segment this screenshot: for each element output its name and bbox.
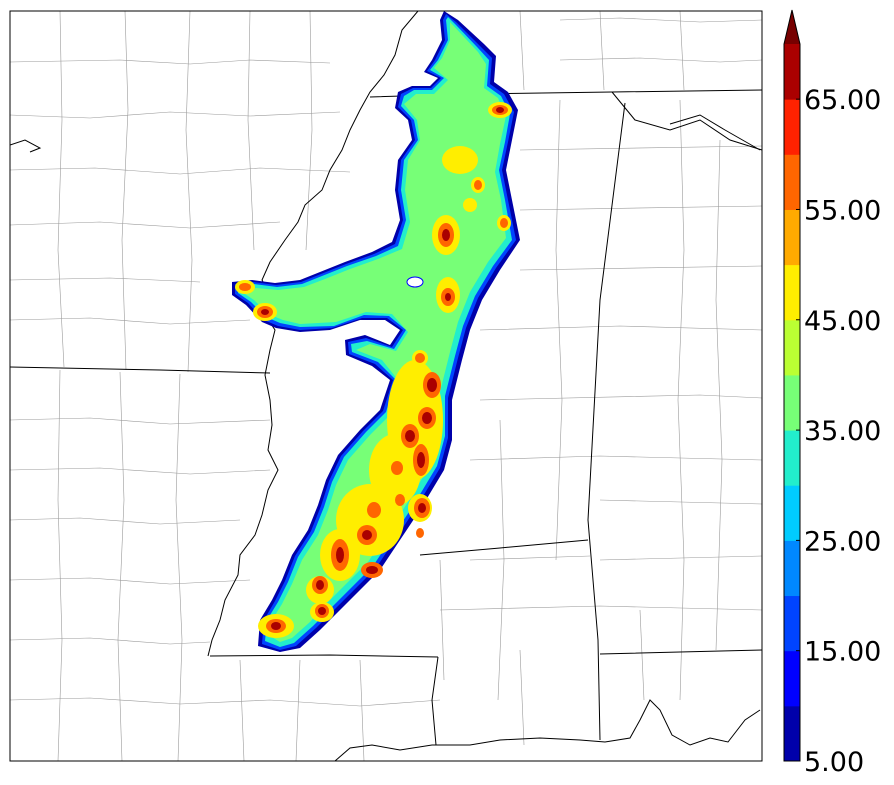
colorbar-extend-arrow — [784, 10, 800, 44]
colorbar-segment — [784, 430, 800, 486]
colorbar-tick-label: 65.00 — [804, 85, 881, 116]
reflectivity-field — [232, 11, 520, 652]
colorbar-segment — [784, 99, 800, 155]
state-borders — [10, 89, 762, 746]
colorbar-segment — [784, 595, 800, 652]
colorbar-segment — [784, 209, 800, 266]
contour-35dbz — [242, 22, 506, 642]
colorbar-segment — [784, 540, 800, 597]
colorbar-segment — [784, 650, 800, 707]
map-background — [10, 11, 762, 761]
colorbar-segment — [784, 485, 800, 541]
colorbar-tick-label: 15.00 — [804, 637, 881, 668]
colorbar-segment — [784, 319, 800, 376]
colorbar-tick-label: 35.00 — [804, 416, 881, 447]
colorbar-segment — [784, 374, 800, 431]
colorbar-tick-label: 55.00 — [804, 195, 881, 226]
county-borders — [10, 11, 762, 761]
gulf-coastline — [334, 699, 761, 761]
contour-65dbz — [261, 107, 504, 630]
colorbar-tick-label: 25.00 — [804, 526, 881, 557]
map-frame — [9, 10, 763, 762]
colorbar: 5.00 15.00 25.00 35.00 45.00 55.00 65.00 — [783, 9, 881, 778]
colorbar-segment — [784, 154, 800, 210]
colorbar-segment — [784, 264, 800, 321]
colorbar-segment — [784, 705, 800, 762]
colorbar-tick-label: 45.00 — [804, 306, 881, 337]
echo-hole — [406, 276, 424, 288]
colorbar-tick-label: 5.00 — [804, 747, 864, 778]
colorbar-segment — [784, 44, 800, 100]
